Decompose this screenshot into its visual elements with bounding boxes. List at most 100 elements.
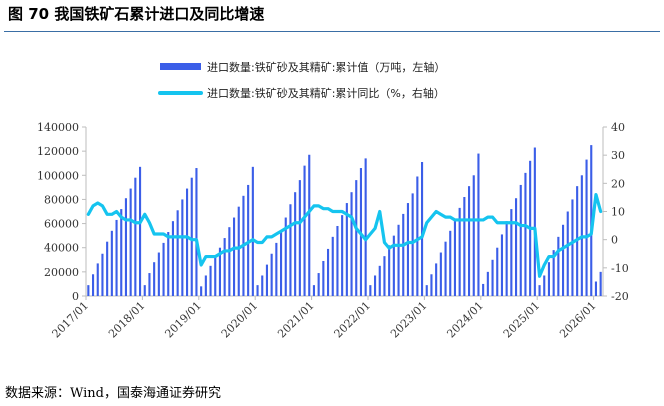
x-tick-label: 2023/01	[388, 299, 430, 341]
right-tick-label: 10	[611, 206, 625, 219]
bar	[101, 253, 104, 296]
bar	[491, 259, 494, 296]
bar	[181, 199, 184, 296]
bar	[185, 188, 189, 296]
bar	[420, 162, 424, 296]
legend-bar-label: 进口数量:铁矿砂及其精矿:累计值（万吨，左轴）	[207, 60, 445, 74]
right-tick-label: 20	[611, 177, 625, 190]
bar	[392, 235, 395, 296]
bar	[275, 242, 278, 296]
bar	[547, 262, 551, 296]
bar	[124, 198, 128, 296]
x-tick-label: 2024/01	[444, 299, 486, 341]
bar	[214, 257, 217, 296]
left-tick-label: 0	[72, 290, 79, 303]
bar	[345, 203, 348, 296]
left-tick-label: 100000	[37, 169, 79, 182]
right-tick-label: 30	[611, 149, 625, 162]
bar	[134, 177, 137, 296]
bar	[402, 213, 405, 296]
left-tick-label: 80000	[44, 193, 79, 206]
bar	[439, 252, 442, 296]
bar	[176, 210, 179, 296]
bar	[120, 209, 123, 296]
bar	[538, 285, 541, 296]
bar	[251, 166, 254, 296]
bar	[467, 186, 471, 296]
bar	[482, 283, 485, 296]
x-tick-label: 2019/01	[162, 299, 204, 341]
bar	[106, 241, 109, 296]
figure-source: 数据来源：Wind，国泰海通证券研究	[5, 386, 221, 401]
bar	[157, 252, 160, 296]
bar	[510, 209, 513, 296]
bar	[453, 219, 457, 296]
bar	[416, 176, 419, 296]
bar	[326, 248, 330, 296]
bar	[514, 198, 518, 296]
bar	[500, 234, 504, 296]
x-tick-label: 2022/01	[332, 299, 374, 341]
right-tick-label: 0	[611, 234, 618, 247]
bar	[294, 192, 297, 296]
x-tick-label: 2020/01	[219, 299, 261, 341]
bar	[167, 232, 170, 296]
bar	[232, 217, 236, 296]
left-tick-label: 120000	[37, 145, 79, 158]
x-tick-label: 2026/01	[557, 299, 599, 341]
bar	[472, 175, 475, 296]
right-tick-label: -20	[611, 290, 629, 303]
legend-bar-swatch	[160, 63, 201, 70]
bar	[289, 204, 292, 296]
bar	[209, 265, 212, 296]
bar	[336, 225, 339, 296]
chart: 进口数量:铁矿砂及其精矿:累计值（万吨，左轴） 进口数量:铁矿砂及其精矿:累计同…	[37, 60, 629, 341]
bar	[435, 263, 438, 296]
bar	[284, 217, 287, 296]
bar	[265, 264, 269, 296]
left-tick-label: 20000	[44, 266, 79, 279]
bar	[303, 165, 306, 296]
bar	[96, 263, 99, 296]
bar	[373, 275, 377, 296]
bar	[505, 221, 508, 296]
left-tick-label: 40000	[44, 242, 79, 255]
bar	[388, 245, 391, 296]
bar	[350, 192, 353, 296]
bar	[477, 153, 480, 296]
bar	[533, 147, 536, 296]
bar	[449, 230, 452, 296]
bar	[543, 275, 546, 296]
bar	[378, 265, 381, 296]
bar	[355, 180, 358, 296]
bar	[247, 184, 250, 296]
left-tick-label: 140000	[37, 121, 79, 134]
bar	[331, 236, 334, 296]
bar	[279, 230, 283, 296]
bar	[143, 285, 146, 296]
bar	[411, 193, 414, 296]
bar	[341, 215, 344, 296]
bar	[561, 224, 565, 296]
growth-line	[86, 193, 603, 278]
bar	[153, 262, 156, 296]
title-rule	[4, 31, 660, 32]
bar	[519, 184, 522, 296]
bar	[87, 285, 90, 296]
bar	[425, 285, 428, 296]
line-series-layer	[86, 193, 603, 278]
bar	[171, 221, 175, 296]
bar	[552, 250, 555, 296]
bar	[383, 256, 386, 296]
bar	[110, 230, 113, 296]
bar	[148, 273, 151, 296]
bar	[406, 203, 410, 296]
bar	[566, 211, 569, 296]
bar	[317, 273, 320, 296]
bar-series	[87, 145, 602, 296]
bar	[223, 238, 226, 296]
legend-line-label: 进口数量:铁矿砂及其精矿:累计同比（%，右轴）	[207, 86, 445, 100]
bar	[312, 285, 316, 296]
bar	[91, 274, 95, 296]
bar	[444, 241, 447, 296]
